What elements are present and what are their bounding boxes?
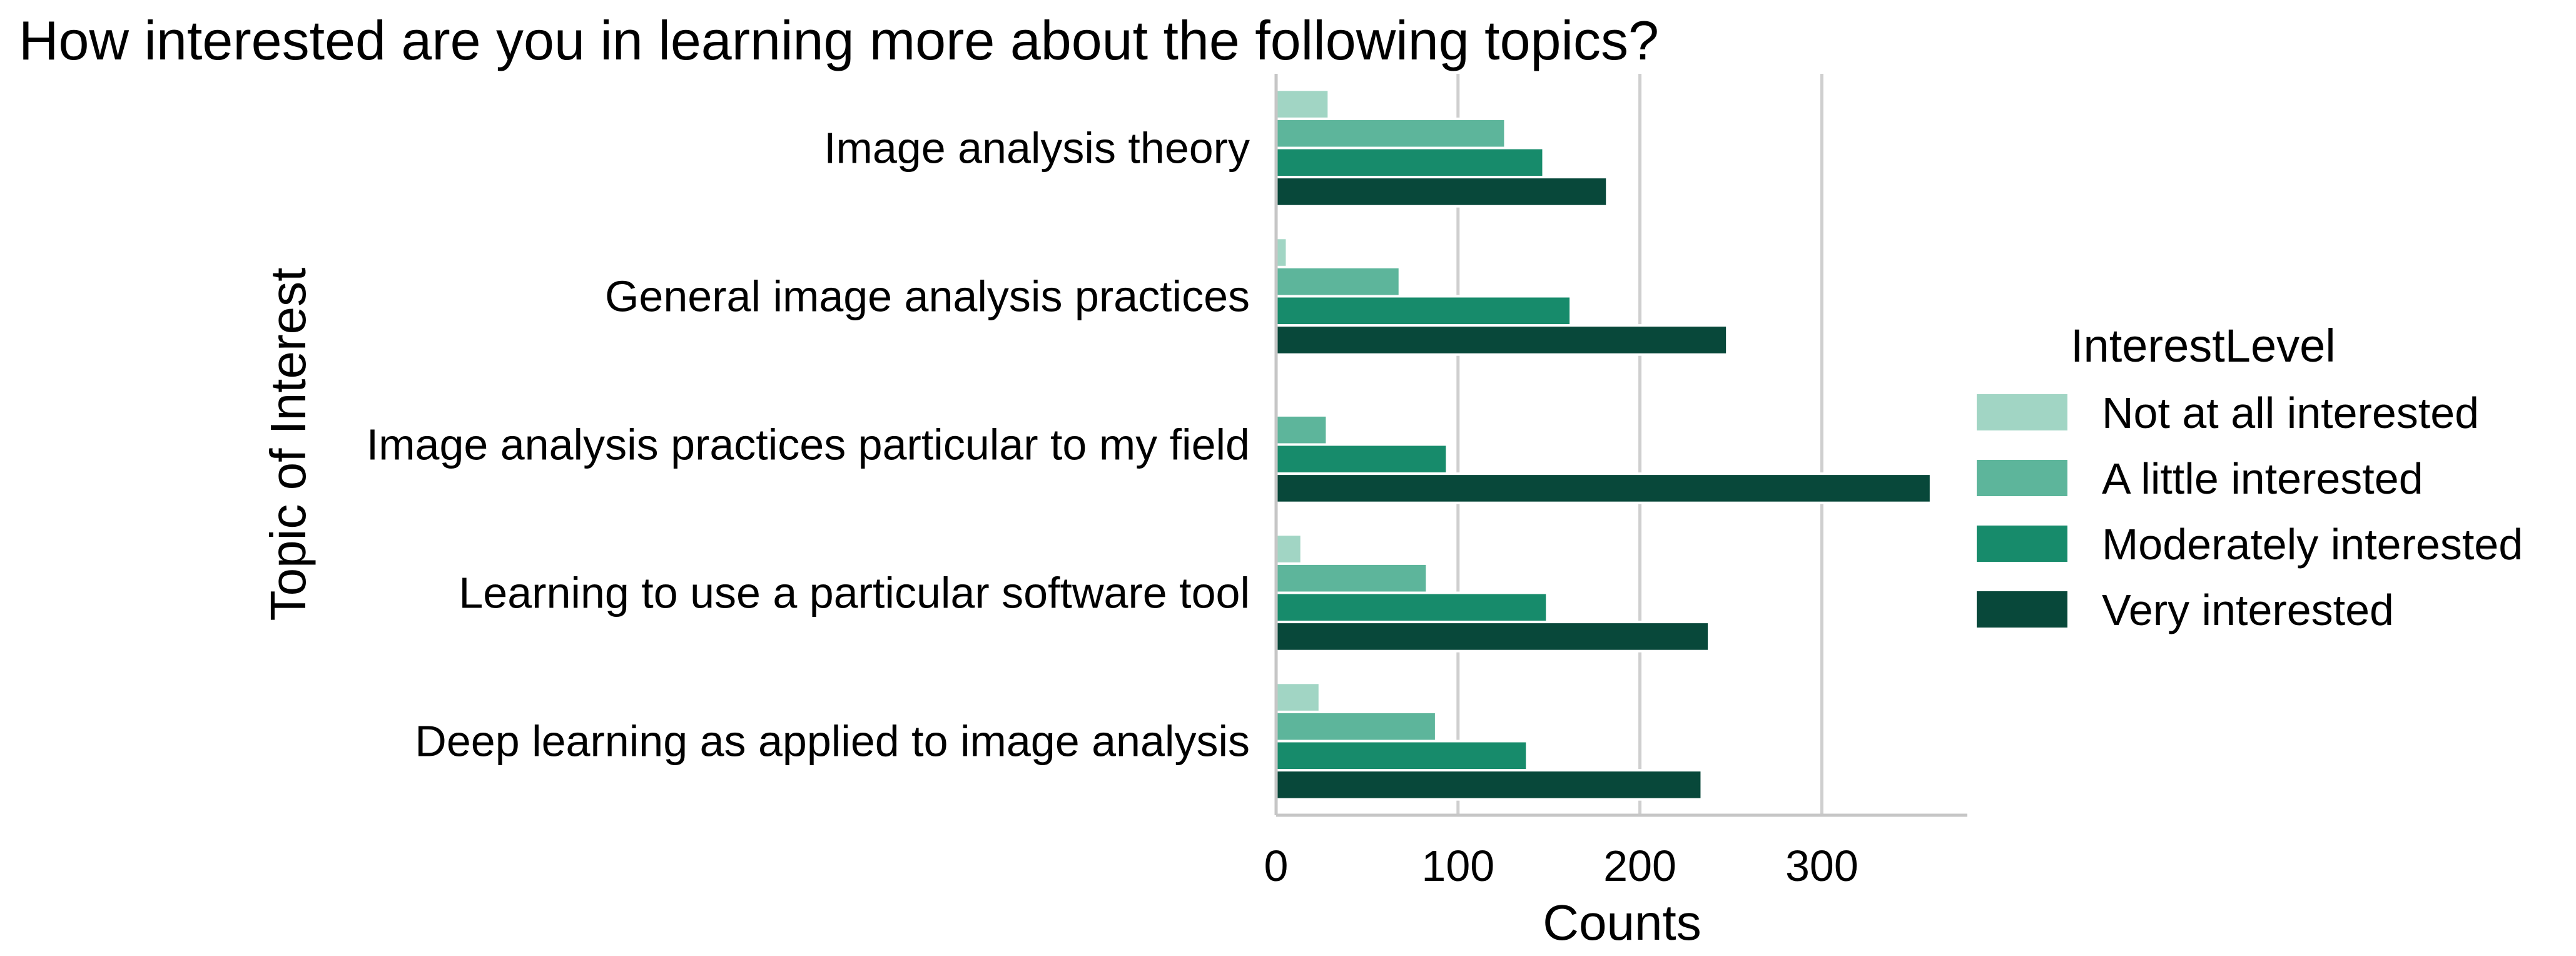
category-label: Learning to use a particular software to… <box>459 569 1250 618</box>
category-label: Image analysis theory <box>824 124 1250 173</box>
x-tick-label: 200 <box>1603 842 1676 890</box>
bar <box>1275 533 1303 565</box>
bar <box>1275 740 1529 772</box>
bar <box>1275 414 1329 446</box>
bar <box>1275 681 1321 713</box>
bar <box>1275 146 1545 179</box>
bar <box>1275 117 1507 150</box>
legend-label: A little interested <box>2102 454 2423 503</box>
bar <box>1275 621 1711 653</box>
x-axis-title: Counts <box>1543 895 1701 950</box>
chart-title: How interested are you in learning more … <box>19 9 1659 71</box>
x-tick-label: 100 <box>1421 842 1494 890</box>
x-tick-label: 0 <box>1264 842 1289 890</box>
bar <box>1275 710 1438 743</box>
bar <box>1275 236 1289 268</box>
legend-swatch <box>1977 394 2067 430</box>
category-labels: Image analysis theory General image analy… <box>367 124 1250 766</box>
category-label: Image analysis practices particular to m… <box>367 420 1250 469</box>
bar <box>1275 176 1609 208</box>
legend-title: InterestLevel <box>2071 320 2336 372</box>
bar <box>1275 88 1331 120</box>
legend-swatch <box>1977 526 2067 562</box>
bar <box>1275 324 1729 356</box>
bars <box>1275 88 1932 801</box>
legend: InterestLevel Not at all interested A lit… <box>1977 320 2523 634</box>
x-tick-label: 300 <box>1785 842 1858 890</box>
legend-swatch <box>1977 460 2067 496</box>
bar <box>1275 265 1401 298</box>
bar <box>1275 295 1573 327</box>
axes: 0 100 200 300 <box>1264 74 1967 890</box>
category-label: Deep learning as applied to image analys… <box>415 717 1250 766</box>
legend-label: Very interested <box>2102 586 2394 634</box>
legend-label: Not at all interested <box>2102 389 2479 437</box>
legend-swatch <box>1977 591 2067 628</box>
y-axis-title: Topic of Interest <box>260 268 316 621</box>
bar <box>1275 443 1449 475</box>
legend-label: Moderately interested <box>2102 520 2523 569</box>
bar <box>1275 769 1703 801</box>
category-label: General image analysis practices <box>605 272 1250 321</box>
bar <box>1275 562 1429 594</box>
bar <box>1275 472 1932 504</box>
bar <box>1275 591 1549 624</box>
